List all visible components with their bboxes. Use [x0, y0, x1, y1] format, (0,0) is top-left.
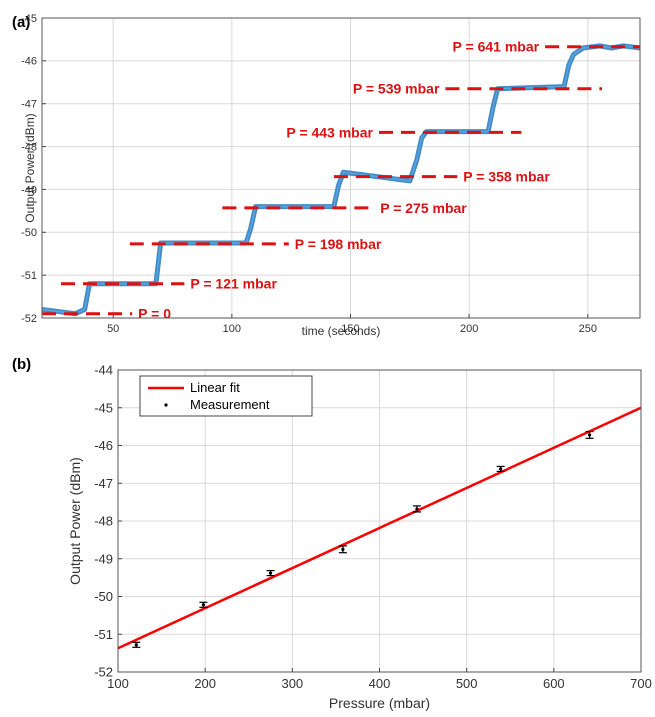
y-tick-label: -50 — [94, 589, 113, 604]
reference-label: P = 121 mbar — [190, 276, 277, 292]
x-tick-label: 700 — [630, 676, 652, 691]
x-tick-label: 150 — [341, 323, 359, 335]
y-tick-label: -49 — [94, 551, 113, 566]
chart-pressure-calibration: 100 200 300 400 500 600 700 -52 -51 -50 -49 -48 -47 -… — [67, 363, 652, 711]
y-tick-label: -52 — [21, 313, 37, 325]
x-tick-label: 200 — [194, 676, 216, 691]
reference-label: P = 443 mbar — [286, 124, 373, 140]
y-tick-label: -49 — [21, 184, 37, 196]
y-tick-label: -51 — [21, 270, 37, 282]
reference-label: P = 0 — [138, 306, 171, 322]
legend-swatch-measurement — [164, 403, 168, 407]
legend-label-linear-fit: Linear fit — [190, 380, 240, 395]
x-tick-label: 300 — [281, 676, 303, 691]
reference-label: P = 358 mbar — [463, 169, 550, 185]
y-tick-label: -48 — [94, 514, 113, 529]
x-tick-label: 250 — [579, 323, 597, 335]
y-tick-label: -44 — [94, 363, 113, 378]
plot-frame — [41, 17, 641, 319]
chart-time-series: 50 100 150 200 250 -52 -51 -50 -49 -48 -47 -46 -45 ti… — [21, 13, 641, 338]
y-tick-label: -47 — [21, 99, 37, 111]
measurement-point — [341, 547, 345, 551]
x-tick-label: 400 — [369, 676, 391, 691]
legend-box — [139, 375, 313, 417]
plot-area — [42, 18, 640, 318]
y-axis-label: Output Power (dBm) — [67, 457, 83, 585]
x-axis-label: time (seconds) — [302, 324, 381, 338]
y-tick-label: -51 — [94, 627, 113, 642]
measurement-point — [134, 643, 138, 647]
y-tick-label: -47 — [94, 476, 113, 491]
panel-label-a: (a) — [12, 14, 31, 31]
linear-fit-line — [117, 406, 642, 650]
y-tick-label: -46 — [94, 438, 113, 453]
x-tick-label: 600 — [543, 676, 565, 691]
panel-label-b: (b) — [12, 356, 32, 373]
measurement-point — [201, 603, 206, 607]
y-tick-label: -52 — [94, 665, 113, 680]
reference-label: P = 275 mbar — [380, 200, 467, 216]
measurement-point — [415, 507, 419, 511]
measurement-point — [499, 467, 503, 471]
x-tick-label: 100 — [107, 676, 129, 691]
y-tick-label: -45 — [94, 400, 113, 415]
x-tick-label: 200 — [460, 323, 478, 335]
x-axis-label: Pressure (mbar) — [329, 695, 430, 711]
legend-label-measurement: Measurement — [190, 397, 270, 412]
x-tick-label: 100 — [223, 323, 241, 335]
measurement-point — [587, 433, 592, 437]
y-tick-label: -50 — [21, 227, 37, 239]
y-tick-label: -48 — [21, 141, 37, 153]
measurement-point — [268, 571, 273, 575]
reference-label: P = 539 mbar — [353, 81, 440, 97]
reference-label: P = 198 mbar — [295, 236, 382, 252]
plot-frame — [117, 369, 642, 673]
x-tick-label: 500 — [456, 676, 478, 691]
y-tick-label: -46 — [21, 56, 37, 68]
series-line-highlight — [41, 45, 641, 315]
x-tick-label: 50 — [107, 323, 119, 335]
y-axis-label: Output Power (dBm) — [23, 113, 37, 222]
reference-label: P = 641 mbar — [453, 39, 540, 55]
y-tick-label: -45 — [21, 13, 37, 25]
